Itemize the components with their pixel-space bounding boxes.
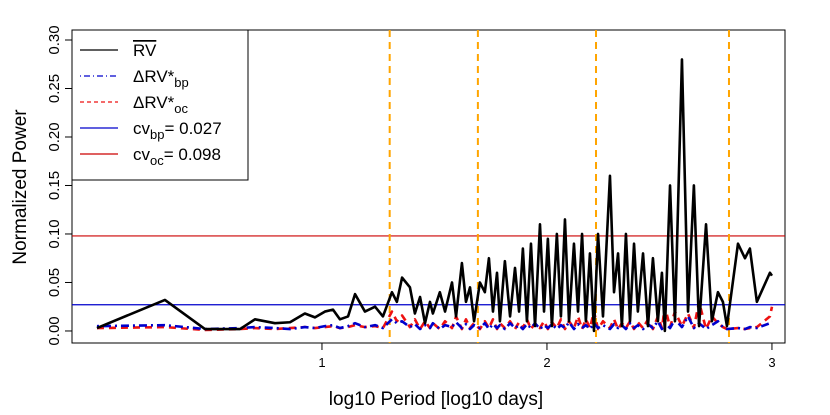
legend-name: ΔRV*	[133, 93, 175, 112]
legend-subscript: oc	[150, 153, 164, 168]
series-line	[96, 58, 774, 333]
y-tick-label: 0.20	[46, 122, 63, 151]
legend-value: = 0.098	[164, 145, 221, 164]
legend-name: cv	[133, 119, 151, 138]
x-tick-label: 2	[543, 355, 550, 370]
x-tick-label: 3	[768, 355, 775, 370]
legend-value: = 0.027	[164, 119, 221, 138]
legend-name: cv	[133, 145, 151, 164]
x-tick-label: 1	[318, 355, 325, 370]
legend-subscript: bp	[150, 127, 164, 142]
legend-name: RV	[133, 41, 157, 60]
y-tick-label: 0.10	[46, 219, 63, 248]
plot-frame	[71, 29, 786, 344]
y-tick-label: 0.25	[46, 74, 63, 103]
legend-subscript: oc	[174, 101, 188, 116]
y-tick-label: 0.15	[46, 171, 63, 200]
legend-subscript: bp	[174, 75, 188, 90]
legend-name: ΔRV*	[133, 67, 175, 86]
y-tick-label: 0.30	[46, 25, 63, 54]
y-tick-label: 0.00	[46, 316, 63, 345]
y-axis-title: Normalized Power	[10, 109, 31, 265]
legend-label: ΔRV*bp	[133, 67, 189, 90]
legend-label: ΔRV*oc	[133, 93, 189, 116]
y-tick-label: 0.05	[46, 268, 63, 297]
legend-box	[71, 29, 249, 181]
legend-label: cvoc= 0.098	[133, 145, 221, 168]
x-axis-title: log10 Period [log10 days]	[329, 389, 543, 410]
legend-label: cvbp= 0.027	[133, 119, 222, 142]
legend-label: RV	[133, 41, 157, 60]
